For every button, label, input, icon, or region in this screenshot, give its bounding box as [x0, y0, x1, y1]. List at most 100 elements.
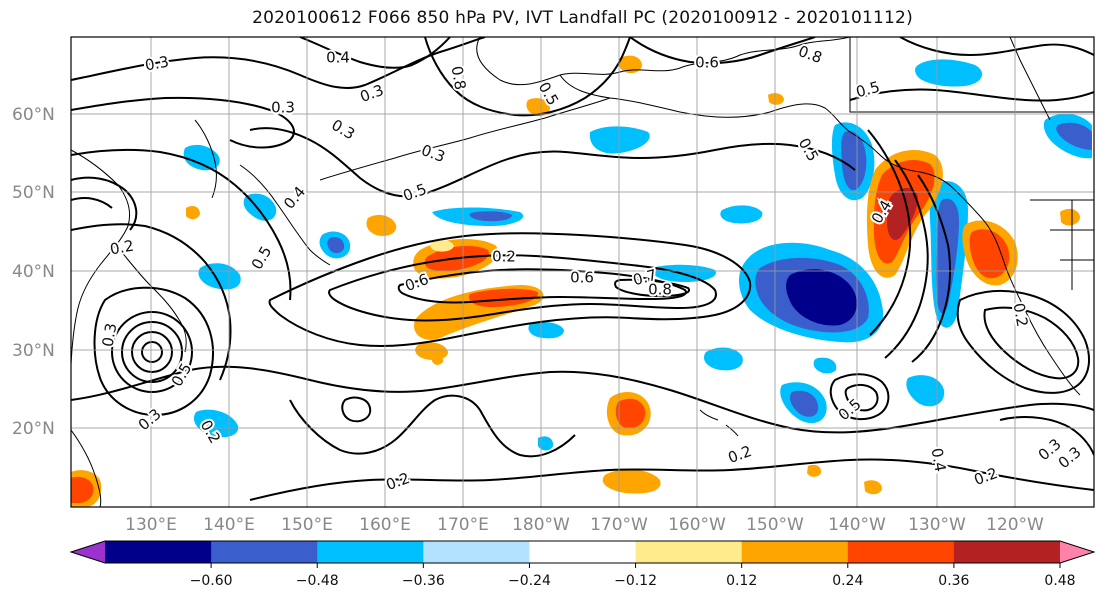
- contour-west-coast-lobe-inner: [983, 306, 1080, 380]
- negative-anomaly-mid-pacific: [703, 347, 743, 371]
- lat-label: 40°N: [12, 262, 55, 282]
- contour-north-east-2: [849, 88, 1094, 102]
- state-boundaries: [1050, 200, 1094, 290]
- colorbar-segment: [953, 541, 1061, 563]
- colorbar-extend-low: [71, 541, 105, 563]
- colorbar-tick-label: −0.60: [190, 573, 233, 589]
- plot-title: 2020100612 F066 850 hPa PV, IVT Landfall…: [252, 8, 913, 28]
- colorbar-ticks: −0.60 −0.48 −0.36 −0.24 −0.12 0.12 0.24 0.36 0.4…: [190, 563, 1076, 589]
- contour-07-jet: [397, 268, 687, 304]
- positive-anomaly-japan-north: [186, 206, 200, 220]
- positive-anomaly-washington-inland: [1060, 208, 1080, 226]
- colorbar-extend-high: [1060, 541, 1094, 563]
- contour-04-bc: [884, 159, 929, 359]
- contour-cyclone-outer: [93, 286, 214, 417]
- contour-cyclone-ring-4: [111, 311, 193, 393]
- positive-anomaly-dateline-north: [430, 239, 454, 252]
- contour-03-east: [999, 416, 1094, 456]
- colorbar-tick-label: −0.48: [296, 573, 339, 589]
- negative-anomaly-central-pacific: [813, 357, 837, 374]
- negative-anomaly-aleutian-core: [469, 211, 512, 222]
- contour-label: 0.8: [648, 281, 672, 299]
- positive-anomaly-hawaii-east: [807, 464, 822, 477]
- colorbar-segment: [529, 541, 637, 563]
- coast-kamchatka: [239, 164, 331, 266]
- contour-west-asia-2: [71, 197, 113, 209]
- contour-03-bc: [867, 129, 912, 336]
- contour-cyclone-ring-3: [121, 321, 183, 383]
- contour-north-east: [899, 37, 1094, 57]
- longitude-labels: 130°E 140°E 150°E 160°E 170°E 180°W 170°…: [125, 515, 1044, 535]
- negative-anomaly-hawaii-north-core: [789, 390, 819, 417]
- colorbar-tick-label: 0.48: [1044, 573, 1075, 589]
- negative-anomaly-gulf-alaska-peak: [786, 269, 857, 326]
- lon-label: 130°W: [908, 515, 966, 535]
- lon-label: 120°W: [986, 515, 1044, 535]
- contour-cyclone-ring-2: [131, 331, 173, 373]
- contour-label: 0.4: [326, 49, 350, 67]
- contour-06-jet: [328, 254, 717, 322]
- negative-anomaly-alaska-panhandle-core: [841, 131, 867, 191]
- contour-02-south: [71, 365, 1094, 434]
- colorbar-segment: [741, 541, 849, 563]
- colorbar-segment: [847, 541, 955, 563]
- coast-philippines: [71, 429, 102, 507]
- contour-label: 0.3: [271, 99, 295, 117]
- negative-anomaly-japan-east: [198, 263, 241, 290]
- contour-02-south-lower: [249, 458, 1094, 501]
- negative-anomaly-bc-coast-core: [936, 198, 960, 314]
- contour-08-jet: [614, 278, 691, 298]
- contour-02-west: [71, 223, 232, 381]
- negative-anomaly-dateline: [528, 322, 564, 339]
- positive-anomaly-bering-north: [526, 98, 550, 116]
- positive-anomaly-bc-coast-peak: [887, 187, 918, 241]
- negative-anomaly-south-aleutian: [720, 205, 763, 224]
- contour-05-mid: [249, 127, 856, 198]
- inset-frame: [849, 37, 1094, 113]
- colorbar-segment: [105, 541, 212, 563]
- positive-anomaly-washington-coast-core: [969, 229, 1010, 279]
- lon-label: 150°W: [746, 515, 804, 535]
- graticule: [71, 37, 1094, 507]
- negative-anomaly-japan-north: [183, 144, 220, 171]
- lon-label: 150°E: [281, 515, 333, 535]
- colorbar-tick-label: −0.24: [508, 573, 551, 589]
- lon-label: 170°E: [437, 515, 489, 535]
- colorbar-segment: [211, 541, 318, 563]
- contour-cyclone-core: [141, 341, 163, 363]
- contour-north-03: [71, 37, 486, 89]
- negative-anomaly-kuril-core: [327, 237, 345, 254]
- positive-anomaly-asia-coast-core: [71, 476, 94, 503]
- negative-anomaly-alaska-north: [915, 59, 983, 87]
- colorbar-segment: [423, 541, 530, 563]
- coast-hawaii: [699, 409, 739, 437]
- positive-anomaly-west-north: [432, 353, 444, 365]
- latitude-labels: 60°N 50°N 40°N 30°N 20°N: [12, 105, 55, 439]
- coast-japan: [119, 249, 187, 353]
- colorbar-tick-label: 0.36: [938, 573, 969, 589]
- lat-label: 20°N: [12, 419, 55, 439]
- coast-alaska-peninsula: [559, 74, 956, 191]
- lon-label: 170°W: [590, 515, 648, 535]
- colorbar-tick-label: 0.12: [726, 573, 757, 589]
- positive-anomaly-central-jet-core: [468, 288, 539, 308]
- contour-west-asia-1: [71, 176, 138, 231]
- contour-label: 0.6: [695, 54, 719, 72]
- lat-label: 30°N: [12, 341, 55, 361]
- lon-label: 160°W: [668, 515, 726, 535]
- coast-aleutians: [319, 97, 611, 181]
- contour-03-mid: [71, 148, 292, 301]
- contour-02-wave: [289, 394, 576, 458]
- lat-label: 50°N: [12, 183, 55, 203]
- contour-05-bc: [911, 174, 951, 363]
- contour-west-coast-lobe: [956, 289, 1091, 394]
- coast-asia: [71, 149, 131, 366]
- contour-north-03b: [71, 96, 295, 149]
- lon-label: 140°W: [828, 515, 886, 535]
- map-frame: [70, 36, 1095, 508]
- negative-anomaly-small-south: [538, 436, 554, 451]
- lon-label: 140°E: [203, 515, 255, 535]
- lon-label: 180°W: [512, 515, 570, 535]
- contour-gulf-oval-inner: [844, 383, 879, 412]
